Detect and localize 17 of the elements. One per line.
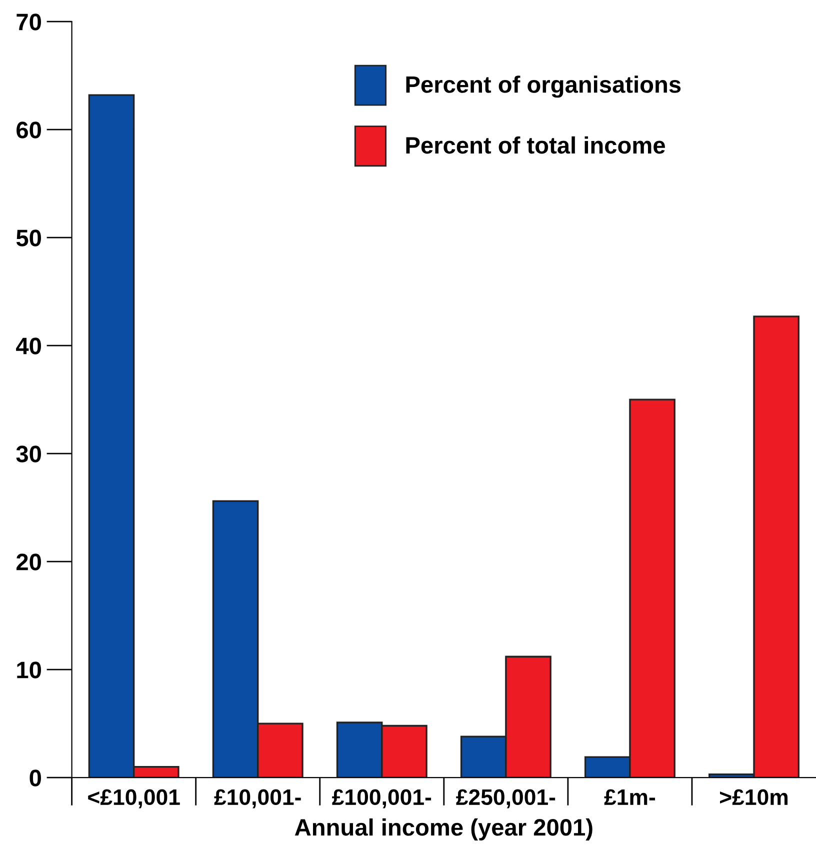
x-axis-title: Annual income (year 2001) xyxy=(294,818,592,840)
x-tick-label: <£10,001 xyxy=(88,789,180,808)
y-tick-label: 60 xyxy=(16,122,41,138)
x-tick-label: £1m- xyxy=(604,789,655,805)
y-tick-label: 50 xyxy=(16,230,41,246)
legend-label: Percent of total income xyxy=(406,136,665,154)
y-tick-label: 70 xyxy=(16,14,41,30)
y-tick-label: 0 xyxy=(30,770,41,786)
x-tick-label: >£10m xyxy=(720,789,788,806)
y-tick-label: 40 xyxy=(16,338,41,354)
x-tick-label: £100,001- xyxy=(332,789,432,808)
legend-label: Percent of organisations xyxy=(406,76,681,98)
y-tick-label: 10 xyxy=(17,662,41,678)
y-tick-label: 30 xyxy=(16,446,41,462)
y-tick-label: 20 xyxy=(16,554,41,570)
x-tick-label: £250,001- xyxy=(456,789,556,808)
x-tick-label: £10,001- xyxy=(214,789,301,808)
